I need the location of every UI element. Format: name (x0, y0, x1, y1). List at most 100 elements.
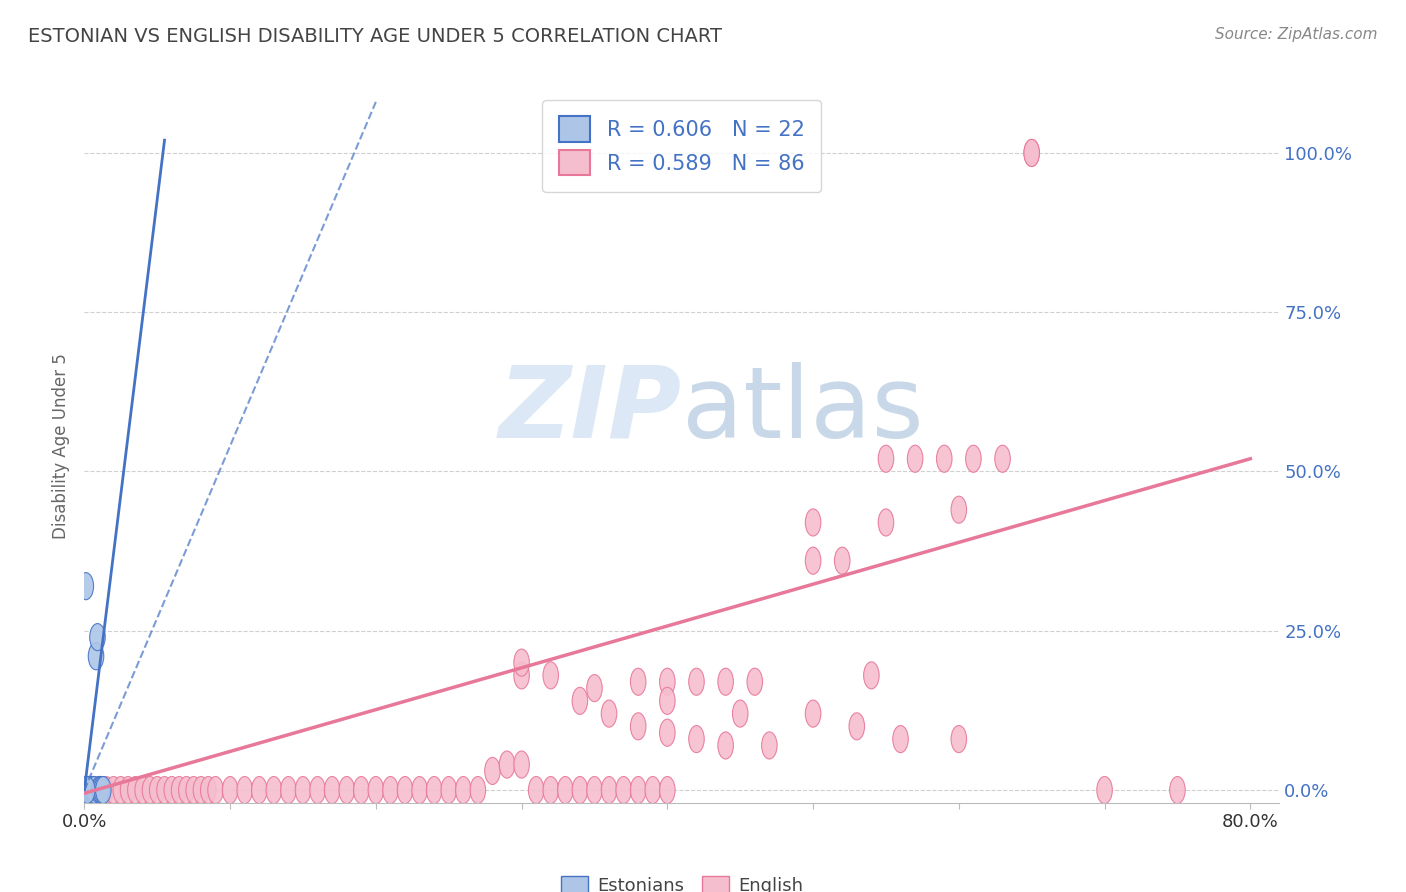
Ellipse shape (485, 757, 501, 784)
Ellipse shape (1097, 777, 1112, 804)
Ellipse shape (645, 777, 661, 804)
Ellipse shape (82, 777, 97, 804)
Ellipse shape (96, 777, 111, 804)
Ellipse shape (165, 777, 180, 804)
Ellipse shape (193, 777, 208, 804)
Ellipse shape (179, 777, 194, 804)
Ellipse shape (201, 777, 217, 804)
Ellipse shape (572, 777, 588, 804)
Ellipse shape (762, 732, 778, 759)
Y-axis label: Disability Age Under 5: Disability Age Under 5 (52, 353, 70, 539)
Ellipse shape (266, 777, 281, 804)
Text: ZIP: ZIP (499, 362, 682, 458)
Ellipse shape (186, 777, 201, 804)
Ellipse shape (80, 777, 96, 804)
Ellipse shape (1024, 139, 1039, 167)
Ellipse shape (659, 668, 675, 695)
Ellipse shape (513, 662, 530, 689)
Ellipse shape (84, 777, 100, 804)
Ellipse shape (543, 777, 558, 804)
Ellipse shape (309, 777, 325, 804)
Ellipse shape (84, 777, 100, 804)
Ellipse shape (339, 777, 354, 804)
Ellipse shape (252, 777, 267, 804)
Ellipse shape (586, 674, 602, 702)
Ellipse shape (236, 777, 253, 804)
Ellipse shape (718, 732, 734, 759)
Ellipse shape (806, 547, 821, 574)
Ellipse shape (121, 777, 136, 804)
Ellipse shape (441, 777, 457, 804)
Ellipse shape (83, 777, 98, 804)
Ellipse shape (995, 445, 1011, 472)
Ellipse shape (86, 777, 101, 804)
Ellipse shape (142, 777, 157, 804)
Ellipse shape (149, 777, 165, 804)
Ellipse shape (863, 662, 879, 689)
Ellipse shape (135, 777, 150, 804)
Ellipse shape (89, 643, 104, 670)
Ellipse shape (689, 725, 704, 753)
Ellipse shape (80, 777, 96, 804)
Ellipse shape (470, 777, 485, 804)
Ellipse shape (586, 777, 602, 804)
Ellipse shape (82, 777, 97, 804)
Ellipse shape (806, 700, 821, 727)
Ellipse shape (1170, 777, 1185, 804)
Ellipse shape (718, 668, 734, 695)
Ellipse shape (572, 688, 588, 714)
Text: ESTONIAN VS ENGLISH DISABILITY AGE UNDER 5 CORRELATION CHART: ESTONIAN VS ENGLISH DISABILITY AGE UNDER… (28, 27, 723, 45)
Ellipse shape (630, 713, 645, 739)
Ellipse shape (156, 777, 173, 804)
Ellipse shape (616, 777, 631, 804)
Ellipse shape (659, 777, 675, 804)
Ellipse shape (879, 509, 894, 536)
Ellipse shape (659, 688, 675, 714)
Ellipse shape (950, 725, 966, 753)
Ellipse shape (91, 777, 107, 804)
Ellipse shape (412, 777, 427, 804)
Legend: Estonians, English: Estonians, English (554, 869, 810, 892)
Ellipse shape (82, 777, 97, 804)
Text: Source: ZipAtlas.com: Source: ZipAtlas.com (1215, 27, 1378, 42)
Ellipse shape (80, 777, 96, 804)
Ellipse shape (94, 777, 110, 804)
Ellipse shape (849, 713, 865, 739)
Ellipse shape (84, 777, 100, 804)
Ellipse shape (398, 777, 413, 804)
Ellipse shape (105, 777, 121, 804)
Ellipse shape (87, 777, 103, 804)
Ellipse shape (84, 777, 100, 804)
Ellipse shape (893, 725, 908, 753)
Ellipse shape (689, 668, 704, 695)
Ellipse shape (325, 777, 340, 804)
Ellipse shape (499, 751, 515, 778)
Ellipse shape (83, 777, 98, 804)
Ellipse shape (172, 777, 187, 804)
Ellipse shape (950, 496, 966, 524)
Ellipse shape (834, 547, 851, 574)
Ellipse shape (208, 777, 224, 804)
Ellipse shape (456, 777, 471, 804)
Text: atlas: atlas (682, 362, 924, 458)
Ellipse shape (79, 777, 94, 804)
Ellipse shape (382, 777, 398, 804)
Ellipse shape (529, 777, 544, 804)
Ellipse shape (222, 777, 238, 804)
Ellipse shape (907, 445, 922, 472)
Ellipse shape (630, 777, 645, 804)
Ellipse shape (558, 777, 574, 804)
Ellipse shape (90, 624, 105, 650)
Ellipse shape (543, 662, 558, 689)
Ellipse shape (602, 700, 617, 727)
Ellipse shape (513, 649, 530, 676)
Ellipse shape (98, 777, 114, 804)
Ellipse shape (93, 777, 108, 804)
Ellipse shape (936, 445, 952, 472)
Ellipse shape (86, 777, 101, 804)
Ellipse shape (128, 777, 143, 804)
Ellipse shape (112, 777, 128, 804)
Ellipse shape (659, 719, 675, 747)
Ellipse shape (79, 573, 94, 599)
Ellipse shape (806, 509, 821, 536)
